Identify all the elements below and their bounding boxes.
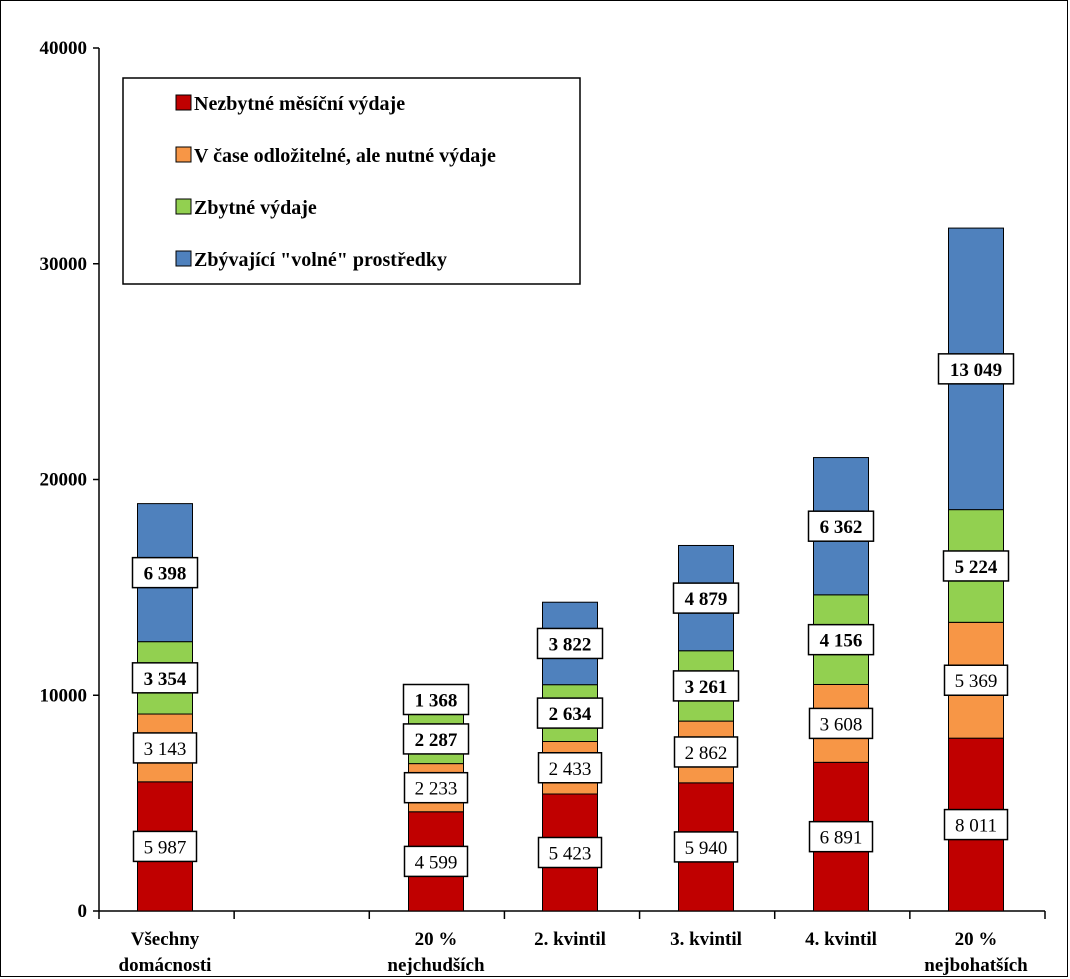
data-label: 6 891 [820, 828, 863, 849]
legend-entry: Zbytné výdaje [194, 197, 317, 219]
data-label-box [943, 664, 1009, 696]
x-category-label: 20 % [955, 929, 998, 950]
y-tick-label: 20000 [40, 470, 88, 491]
legend-swatch [175, 146, 192, 163]
data-label: 3 608 [820, 714, 863, 735]
data-label-box [943, 808, 1009, 841]
data-label-box [537, 836, 603, 869]
data-label: 5 423 [549, 843, 592, 864]
data-label-box [808, 820, 874, 853]
data-label-box [402, 723, 470, 755]
y-tick-label: 10000 [40, 685, 88, 706]
data-label-box [808, 707, 874, 740]
data-label: 4 879 [685, 589, 728, 610]
data-label: 2 287 [415, 730, 458, 751]
data-label: 5 940 [685, 838, 728, 859]
data-label-box [937, 353, 1015, 385]
data-label: 5 224 [955, 557, 998, 578]
legend-swatch [175, 198, 192, 215]
legend-swatch [175, 250, 192, 267]
y-tick-label: 30000 [40, 254, 88, 275]
x-category-label: 4. kvintil [805, 929, 877, 950]
data-label: 2 862 [685, 743, 728, 764]
legend-entry: V čase odložitelné, ale nutné výdaje [194, 145, 496, 167]
data-label: 5 987 [144, 837, 187, 858]
data-label: 2 233 [415, 779, 458, 800]
x-category-label: 2. kvintil [534, 929, 606, 950]
data-label-box [673, 831, 739, 863]
data-label-box [131, 556, 199, 589]
data-label-box [673, 736, 739, 768]
data-label-box [403, 771, 469, 804]
data-label-box [536, 627, 604, 660]
x-category-label: Všechny [131, 929, 200, 950]
data-label-box [807, 623, 875, 656]
y-tick-label: 40000 [40, 38, 88, 59]
data-label: 6 362 [820, 517, 863, 538]
data-label-box [132, 732, 198, 764]
y-tick-label: 0 [78, 901, 88, 922]
x-category-label: nejchudších [387, 955, 485, 976]
data-label: 6 398 [144, 564, 187, 585]
x-category-label: domácnosti [119, 955, 212, 976]
data-label: 1 368 [415, 691, 458, 712]
legend-box [122, 77, 581, 285]
data-label-box [672, 670, 740, 702]
data-label: 5 369 [955, 671, 998, 692]
data-label-box [942, 550, 1010, 582]
data-label-box [807, 510, 875, 542]
data-label-box [672, 582, 740, 614]
data-label: 4 599 [415, 852, 458, 873]
x-category-label: 3. kvintil [670, 929, 742, 950]
data-label-box [536, 697, 604, 729]
data-label-box [403, 845, 469, 878]
legend-entry: Nezbytné měsíční výdaje [194, 93, 405, 115]
legend-swatch [175, 94, 192, 111]
data-label: 3 261 [685, 677, 728, 698]
data-label-box [402, 683, 470, 716]
x-category-label: nejbohatších [924, 955, 1028, 976]
data-label: 8 011 [955, 816, 997, 837]
data-label: 3 143 [144, 739, 187, 760]
data-label: 2 433 [549, 759, 592, 780]
data-label-box [132, 830, 198, 863]
data-label: 3 354 [144, 669, 187, 690]
data-label-box [537, 752, 603, 784]
data-label: 4 156 [820, 631, 863, 652]
data-label: 13 049 [950, 360, 1002, 381]
legend-entry: Zbývající "volné" prostředky [194, 249, 447, 271]
data-label: 3 822 [549, 634, 592, 655]
x-category-label: 20 % [415, 929, 458, 950]
data-label-box [131, 662, 199, 694]
data-label: 2 634 [549, 704, 592, 725]
